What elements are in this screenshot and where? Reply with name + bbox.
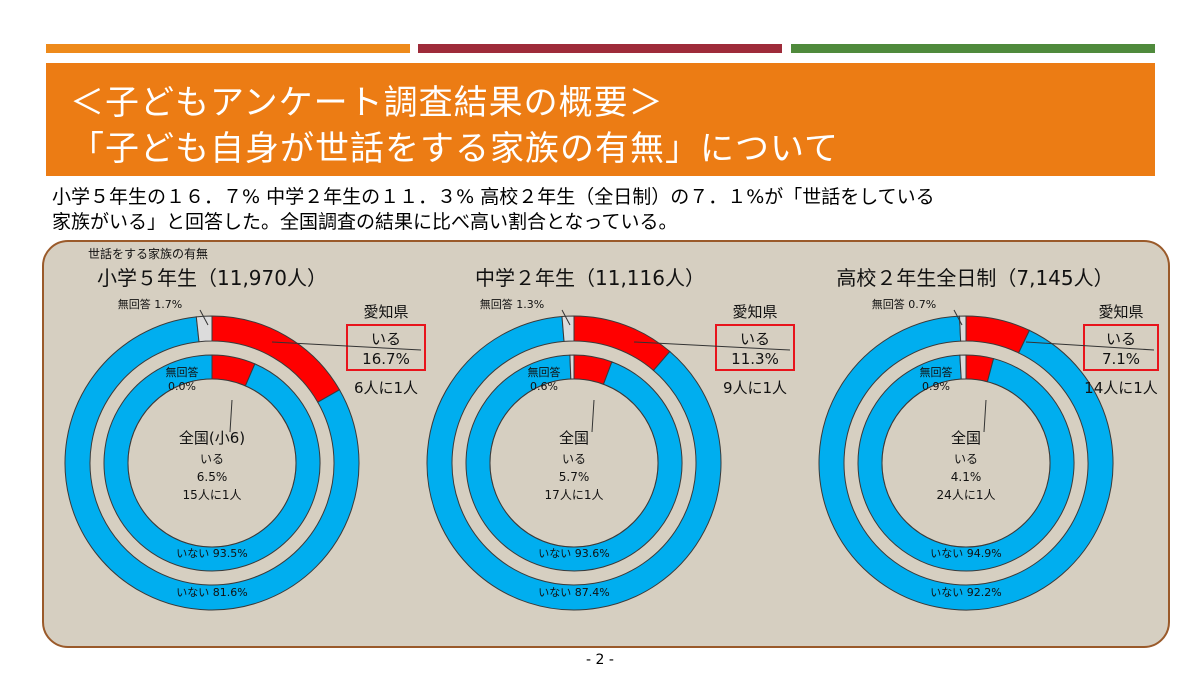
chart-3-inner-ratio: 24人に1人 [937,488,996,502]
chart-2-outer-series-label: 愛知県 [732,303,777,321]
chart-2-inner-series-label: 全国 [559,429,589,447]
chart-3-inner-iru-leader [983,399,987,433]
chart-3-outer-mukaito-leader [953,309,963,326]
chart-1-outer-slice-inai [64,316,360,611]
chart-1-outer-series-label: 愛知県 [363,303,408,321]
chart-2-title: 中学２年生（11,116人） [475,266,705,290]
summary-line-1: 小学５年生の１６．７% 中学２年生の１１．３% 高校２年生（全日制）の７．１%が… [52,186,935,208]
chart-2-outer-ratio: 9人に1人 [723,379,787,397]
chart-2-inner-iru-value: 5.7% [559,470,590,484]
chart-3-outer-slice-iru [965,315,1031,354]
chart-3-outer-iru-value: 7.1% [1102,350,1140,368]
chart-3-outer-ratio: 14人に1人 [1084,379,1158,397]
chart-3-inner-mukaito-label: 無回答 [920,365,953,379]
chart-2-outer-iru-label: いる [740,330,770,348]
chart-2-inner-mukaito-value: 0.6% [530,380,558,393]
chart-1-inner-ratio: 15人に1人 [183,488,242,502]
chart-1-outer-slice-mukaito [195,315,213,343]
panel-title: 世話をする家族の有無 [88,246,208,261]
chart-3-inner-mukaito-value: 0.9% [922,380,950,393]
page-number: - 2 - [586,652,614,668]
top-accent-bar-green [791,44,1155,53]
chart-1-inner-iru-leader [229,399,233,433]
chart-1-inner-iru-value: 6.5% [197,470,228,484]
chart-1-outer-iru-label: いる [371,330,401,348]
chart-1-outer-mukaito-label: 無回答 1.7% [118,297,182,311]
chart-2-outer-mukaito-leader [561,309,571,326]
chart-2-outer-iru-leader [633,341,791,351]
top-accent-bar-red [418,44,782,53]
chart-1-outer-iru-leader [271,341,422,351]
chart-3-title: 高校２年生全日制（7,145人） [836,266,1113,290]
chart-1-inner-series-label: 全国(小6) [179,429,245,447]
chart-2-inner-iru-label: いる [562,452,586,466]
chart-2-inner-iru-leader [591,399,595,433]
chart-3-donut-hole [881,378,1051,548]
chart-2-outer-slice-mukaito [561,315,575,342]
chart-3-outer-iru-box [1083,324,1159,371]
chart-1-outer-mukaito-leader [199,309,209,326]
chart-3-outer-iru-label: いる [1106,330,1136,348]
chart-1-inner-mukaito-value: 0.0% [168,380,196,393]
chart-2-inner-inai-label: いない 93.6% [538,547,609,560]
chart-3-outer-iru-leader [1025,341,1155,351]
chart-2-inner-mukaito-label: 無回答 [528,365,561,379]
top-accent-bar-orange [46,44,410,53]
chart-3-inner-iru-label: いる [954,452,978,466]
chart-2-donut-hole [489,378,659,548]
chart-3-inner-slice-mukaito [959,354,967,380]
chart-1-inner-iru-label: いる [200,452,224,466]
chart-3-inner-series-label: 全国 [951,429,981,447]
chart-1-outer-iru-value: 16.7% [362,350,410,368]
chart-3-outer-series-label: 愛知県 [1098,303,1143,321]
title-band: ＜子どもアンケート調査結果の概要＞ 「子ども自身が世話をする家族の有無」について [46,63,1155,176]
chart-3-outer-mukaito-label: 無回答 0.7% [872,297,936,311]
chart-2-outer-iru-value: 11.3% [731,350,779,368]
chart-2-outer-iru-box [715,324,795,371]
chart-1-outer-ratio: 6人に1人 [354,379,418,397]
summary-line-2: 家族がいる」と回答した。全国調査の結果に比べ高い割合となっている。 [52,211,678,233]
page-title-line-1: ＜子どもアンケート調査結果の概要＞ [70,83,664,123]
chart-2-inner-slice-mukaito [569,354,575,380]
chart-3-outer-slice-inai [818,315,1114,611]
chart-2-inner-ratio: 17人に1人 [545,488,604,502]
chart-2-outer-mukaito-label: 無回答 1.3% [480,297,544,311]
chart-3-inner-inai-label: いない 94.9% [930,547,1001,560]
chart-3-outer-slice-mukaito [959,315,967,342]
chart-2-outer-inai-label: いない 87.4% [538,586,609,599]
page-title-line-2: 「子ども自身が世話をする家族の有無」について [70,129,839,169]
chart-3-inner-iru-value: 4.1% [951,470,982,484]
chart-3-outer-inai-label: いない 92.2% [930,586,1001,599]
chart-1-inner-mukaito-label: 無回答 [166,365,199,379]
chart-2-outer-slice-inai [426,315,722,611]
chart-1-outer-inai-label: いない 81.6% [176,586,247,599]
chart-1-outer-iru-box [346,324,426,371]
chart-1-inner-inai-label: いない 93.5% [176,547,247,560]
chart-1-title: 小学５年生（11,970人） [97,266,327,290]
chart-1-donut-hole [127,378,297,548]
